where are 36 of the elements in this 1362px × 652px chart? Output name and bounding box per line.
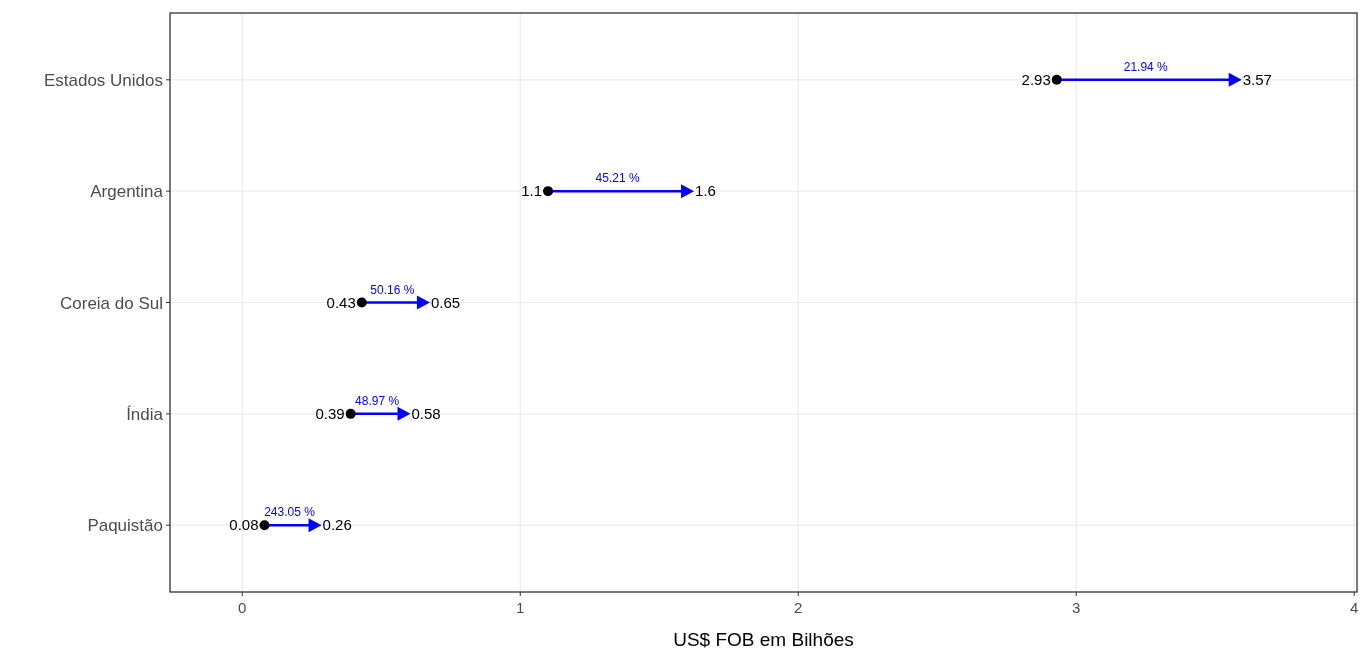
- annotation: 243.05 %: [264, 505, 316, 520]
- x-tick-label: 3: [1072, 599, 1081, 616]
- data-label: 0.26: [322, 516, 352, 534]
- data-label: 3.57: [1242, 70, 1272, 88]
- y-tick-label: Índia: [126, 404, 164, 424]
- y-tick-label: Argentina: [90, 182, 164, 202]
- point: [1051, 74, 1062, 85]
- y-tick-label: Estados Unidos: [43, 70, 163, 90]
- point: [416, 295, 430, 310]
- y-tick-label: Paquistão: [87, 516, 163, 536]
- point: [308, 518, 322, 533]
- annotation: 21.94 %: [1123, 59, 1169, 74]
- point: [345, 408, 356, 419]
- x-tick-label: 2: [794, 599, 803, 616]
- data-label: 0.58: [411, 404, 441, 422]
- point: [1228, 72, 1242, 87]
- data-label: 0.08: [229, 516, 259, 534]
- data-label: 0.39: [315, 404, 345, 422]
- point: [681, 184, 695, 199]
- data-label: 0.65: [430, 293, 461, 311]
- annotation: 45.21 %: [595, 171, 640, 186]
- x-tick-label: 1: [516, 599, 525, 616]
- point: [259, 520, 270, 531]
- data-label: 1.6: [695, 182, 716, 200]
- y-tick-label: Coreia do Sul: [59, 293, 163, 313]
- point: [543, 186, 554, 197]
- x-tick-label: 4: [1350, 599, 1359, 616]
- point: [397, 406, 411, 421]
- x-axis-title: US$ FOB em Bilhões: [673, 629, 854, 650]
- point: [356, 297, 367, 308]
- data-label: 2.93: [1021, 70, 1051, 88]
- x-tick-label: 0: [238, 599, 247, 616]
- data-label: 1.1: [521, 182, 543, 200]
- data-label: 0.43: [326, 293, 356, 311]
- annotation: 48.97 %: [355, 393, 400, 408]
- annotation: 50.16 %: [370, 282, 415, 297]
